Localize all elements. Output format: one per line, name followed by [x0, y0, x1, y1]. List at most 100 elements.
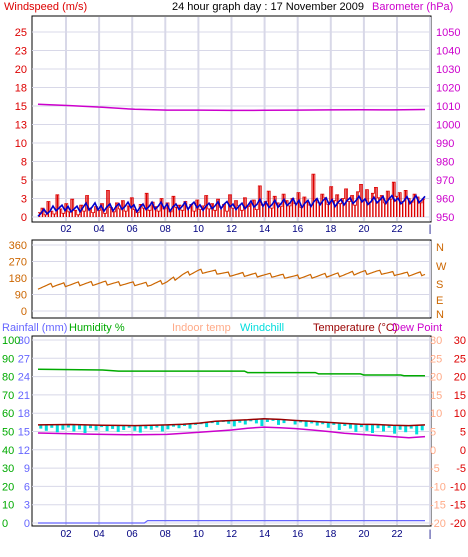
rainfall-tick: 0	[24, 518, 30, 530]
time-tick: 16	[292, 224, 304, 235]
wind-direction-grid	[32, 241, 432, 317]
windspeed-tick: 3	[21, 194, 27, 206]
rainfall-tick: 6	[24, 481, 30, 493]
humidity-tick: 20	[2, 481, 14, 493]
wind-barometer-series	[37, 103, 426, 217]
time-tick: |	[429, 529, 432, 540]
windspeed-tick: 23	[15, 46, 27, 58]
direction-compass-tick: E	[436, 295, 443, 307]
rainfall-tick: 18	[18, 408, 30, 420]
time-tick: 10	[193, 224, 205, 235]
time-tick: 04	[94, 529, 106, 540]
windspeed-line	[38, 173, 425, 216]
legend-entry: Windchill	[240, 322, 284, 334]
indoor-temp-tick: 5	[430, 427, 436, 439]
indoor-temp-tick: 30	[430, 335, 442, 347]
time-tick: 18	[325, 529, 337, 540]
wind-barometer-grid	[32, 17, 432, 221]
humidity-tick: 60	[2, 408, 14, 420]
direction-degree-tick: 270	[9, 257, 27, 269]
windspeed-tick: 18	[15, 83, 27, 95]
barometer-tick: 990	[436, 138, 454, 150]
direction-degree-tick: 0	[21, 306, 27, 318]
time-tick: 18	[325, 224, 337, 235]
temperature-grid	[32, 337, 432, 525]
barometer-tick: 1000	[436, 120, 460, 132]
barometer-tick: 1010	[436, 101, 460, 113]
time-tick: 22	[391, 529, 403, 540]
direction-degree-tick: 180	[9, 273, 27, 285]
time-tick: 14	[259, 224, 271, 235]
time-tick: 22	[391, 224, 403, 235]
barometer-axis-title: Barometer (hPa)	[372, 1, 453, 13]
direction-compass-tick: W	[436, 261, 447, 273]
time-tick: 12	[226, 224, 238, 235]
time-tick: 10	[193, 529, 205, 540]
indoor-temp-tick: -15	[430, 500, 446, 512]
legend-entry: Indoor temp	[172, 322, 231, 334]
temperature-tick: 20	[454, 372, 466, 384]
temperature-tick: 30	[454, 335, 466, 347]
windspeed-tick: 15	[15, 101, 27, 113]
humidity-tick: 70	[2, 390, 14, 402]
humidity-tick: 30	[2, 463, 14, 475]
time-tick: 08	[160, 224, 172, 235]
temperature-tick: -10	[450, 481, 466, 493]
temperature-series	[37, 368, 426, 524]
direction-degree-ticks: 360 270 180 90 0	[9, 240, 27, 318]
time-tick: 20	[358, 224, 370, 235]
rainfall-tick: 21	[18, 390, 30, 402]
legend-entry: Humidity %	[69, 322, 125, 334]
rainfall-tick: 24	[18, 372, 30, 384]
temperature-outer-ticks: 30 25 20 15 10 5 0 -5 -10 -15 -20	[450, 335, 466, 530]
humidity-tick: 0	[2, 518, 8, 530]
temperature-tick: -5	[456, 463, 466, 475]
direction-compass-tick: S	[436, 279, 443, 291]
rainfall-line	[38, 520, 425, 524]
rainfall-tick: 27	[18, 353, 30, 365]
barometer-tick: 1050	[436, 27, 460, 39]
wind-direction-series	[37, 268, 426, 290]
indoor-temp-tick: 15	[430, 390, 442, 402]
temperature-tick: -15	[450, 500, 466, 512]
temperature-tick: 15	[454, 390, 466, 402]
barometer-tick: 1040	[436, 46, 460, 58]
indoor-temp-tick: -20	[430, 518, 446, 530]
time-tick: 16	[292, 529, 304, 540]
wind-barometer-time-ticks: 02 04 06 08 10 12 14 16 18 20 22 |	[60, 224, 431, 235]
humidity-tick: 50	[2, 427, 14, 439]
rainfall-tick: 12	[18, 445, 30, 457]
temperature-line	[37, 417, 426, 427]
rainfall-tick: 30	[18, 335, 30, 347]
windspeed-tick: 8	[21, 157, 27, 169]
temperature-legend: Rainfall (mm) Humidity % Indoor temp Windch…	[2, 322, 442, 334]
direction-compass-tick: N	[436, 309, 444, 321]
windspeed-tick: 10	[15, 138, 27, 150]
barometer-tick: 970	[436, 175, 454, 187]
legend-entry: Dew Point	[392, 322, 442, 334]
barometer-line	[37, 103, 426, 112]
chart-title: 24 hour graph day : 17 November 2009	[172, 1, 364, 13]
time-tick: 14	[259, 529, 271, 540]
barometer-tick: 1020	[436, 83, 460, 95]
indoor-temp-tick: 0	[430, 445, 436, 457]
time-tick: 02	[60, 224, 72, 235]
windspeed-tick: 20	[15, 64, 27, 76]
indoor-temp-tick: -5	[430, 463, 440, 475]
legend-entry: Temperature (°C)	[313, 322, 397, 334]
windspeed-tick: 25	[15, 27, 27, 39]
temperature-tick: 0	[460, 445, 466, 457]
windspeed-ticks: 25 23 20 18 15 13 10 8 5 3 0	[15, 27, 27, 224]
humidity-tick: 40	[2, 445, 14, 457]
windspeed-axis-title: Windspeed (m/s)	[4, 1, 87, 13]
temperature-tick: 25	[454, 353, 466, 365]
time-tick: 08	[160, 529, 172, 540]
time-tick: 12	[226, 529, 238, 540]
barometer-tick: 980	[436, 157, 454, 169]
rainfall-tick: 3	[24, 500, 30, 512]
windspeed-average-line	[37, 194, 426, 217]
